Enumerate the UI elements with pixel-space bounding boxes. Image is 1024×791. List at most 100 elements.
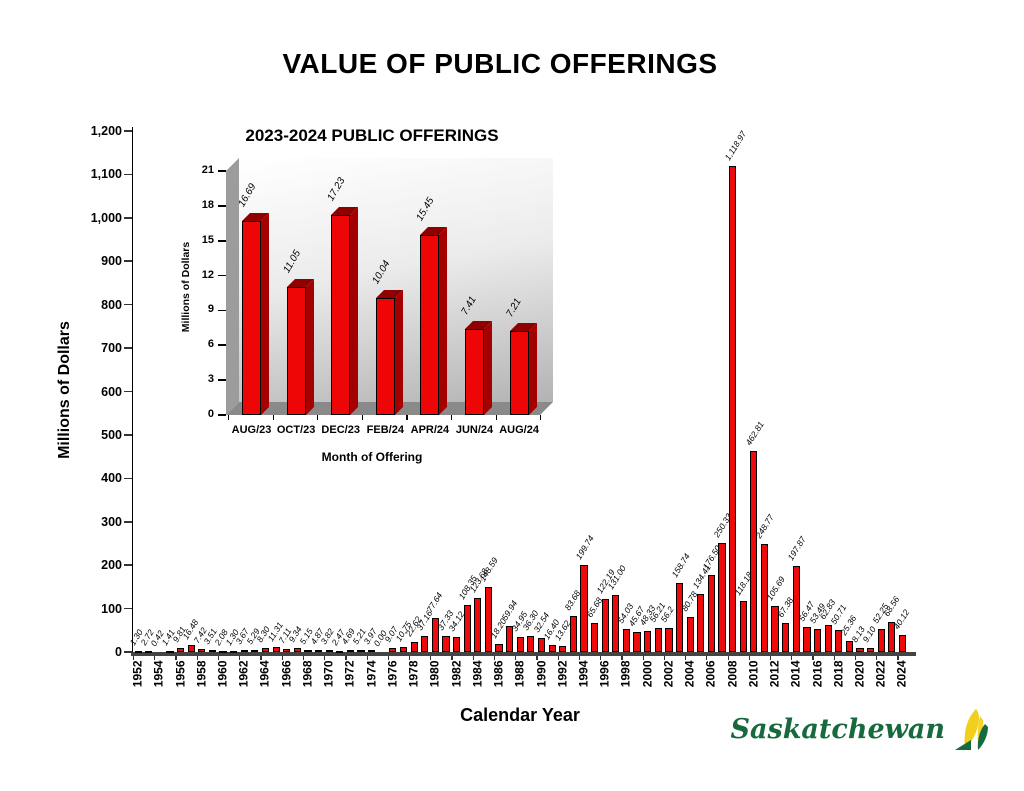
bar-1961 — [230, 651, 238, 654]
inset-x-axis-tick — [540, 415, 542, 420]
y-axis-tick-label: 100 — [101, 601, 122, 616]
inset-y-tick-label: 3 — [207, 373, 214, 386]
bar-1955 — [166, 651, 174, 654]
inset-x-axis-tick — [272, 415, 274, 420]
bar-2006 — [707, 575, 715, 652]
saskatchewan-logo: Saskatchewan — [731, 708, 995, 760]
y-axis-tick — [124, 520, 132, 523]
x-axis-tick — [451, 655, 453, 660]
x-axis-tick — [324, 655, 326, 660]
bar-1966 — [283, 648, 291, 652]
x-axis-tick — [685, 655, 687, 660]
y-axis-tick-label: 1,000 — [90, 210, 122, 225]
x-axis-tick — [133, 655, 135, 660]
bar-2002 — [665, 627, 673, 652]
y-axis-title: Millions of Dollars — [56, 321, 73, 459]
bar-1994 — [580, 565, 588, 652]
y-axis-tick — [124, 347, 132, 349]
bar-1999 — [633, 632, 641, 652]
x-axis-tick — [557, 655, 559, 660]
y-axis-tick — [124, 607, 132, 610]
bar-1959 — [208, 650, 216, 653]
bar-1965 — [272, 647, 280, 652]
bar-1985 — [484, 587, 493, 652]
inset-bar-DEC-23 — [331, 214, 351, 415]
y-axis-tick-label: 500 — [101, 427, 122, 442]
inset-bar-side-face — [305, 278, 314, 415]
x-tick-label: 1970 — [321, 660, 336, 688]
bar-2014 — [792, 566, 800, 652]
y-axis-tick — [124, 130, 132, 132]
x-axis-tick — [515, 655, 517, 660]
bar-2018 — [835, 629, 843, 652]
x-axis-tick — [281, 655, 283, 660]
x-tick-label: 1978 — [406, 660, 421, 688]
bar-2020 — [856, 648, 864, 652]
inset-bar-side-face — [261, 213, 269, 415]
x-tick-label: 2006 — [703, 660, 718, 688]
x-axis-tick — [897, 655, 899, 660]
inset-x-tick-label: AUG/24 — [499, 424, 539, 436]
x-tick-label: 1988 — [512, 660, 527, 688]
x-axis-tick — [366, 655, 368, 660]
bar-1988 — [516, 636, 524, 652]
y-axis-tick-label: 0 — [115, 645, 122, 659]
x-axis-tick — [196, 655, 198, 660]
inset-y-axis-tick — [218, 239, 226, 242]
x-tick-label: 2000 — [640, 660, 655, 688]
bar-1987 — [506, 625, 514, 652]
x-axis-tick — [769, 655, 772, 660]
bar-value-label: 199.74 — [573, 533, 596, 562]
inset-bar-APR-24 — [420, 235, 440, 415]
bar-value-label: 40.12 — [891, 607, 912, 631]
x-tick-label: 1972 — [342, 660, 357, 688]
y-axis-line — [131, 127, 134, 655]
x-axis-tick — [621, 655, 623, 660]
y-axis-tick-label: 300 — [101, 514, 122, 529]
inset-bar-AUG-24 — [509, 331, 529, 415]
inset-x-tick-label: APR/24 — [410, 424, 450, 436]
y-axis-tick-label: 800 — [101, 297, 122, 312]
bar-2012 — [771, 606, 779, 652]
inset-bar-side-face — [394, 290, 403, 415]
inset-side-wall — [226, 158, 239, 415]
bar-1972 — [346, 649, 355, 652]
bar-2017 — [824, 624, 832, 652]
y-axis-tick — [124, 260, 132, 263]
x-axis-tick — [854, 655, 857, 660]
x-axis-tick — [493, 655, 496, 660]
y-axis-tick-label: 200 — [101, 558, 122, 573]
x-tick-label: 2016 — [810, 660, 825, 688]
bar-2016 — [813, 628, 822, 652]
inset-y-tick-label: 15 — [201, 233, 214, 246]
bar-1968 — [304, 649, 312, 652]
x-axis-tick — [727, 655, 729, 660]
inset-bar-side-face — [528, 323, 537, 415]
bar-value-label: 158.74 — [669, 551, 692, 580]
x-tick-label: 1990 — [534, 660, 549, 688]
x-axis-tick — [345, 655, 347, 660]
x-tick-label: 1966 — [279, 660, 294, 688]
x-tick-label: 1986 — [491, 660, 506, 688]
logo-wordmark: Saskatchewan — [730, 714, 945, 745]
bar-2015 — [803, 627, 811, 652]
y-axis-tick-label: 1,100 — [90, 167, 122, 182]
x-tick-label: 1958 — [194, 660, 209, 688]
x-axis-title: Calendar Year — [460, 705, 580, 725]
x-tick-label: 1956 — [173, 660, 188, 688]
y-axis-tick — [124, 651, 132, 653]
bar-1989 — [527, 636, 535, 652]
inset-y-tick-label: 21 — [201, 164, 214, 176]
bar-value-label: 148.59 — [477, 556, 501, 584]
inset-y-tick-label: 18 — [201, 198, 214, 211]
inset-y-tick-label: 12 — [201, 268, 214, 281]
bar-1990 — [537, 637, 546, 652]
inset-bar-AUG-23 — [242, 221, 261, 415]
bar-1983 — [463, 604, 471, 652]
x-tick-label: 1982 — [449, 660, 464, 688]
inset-x-axis-tick — [406, 415, 408, 420]
inset-y-axis-tick — [218, 205, 226, 207]
x-axis-tick — [706, 655, 708, 660]
x-tick-label: 1998 — [618, 660, 633, 688]
